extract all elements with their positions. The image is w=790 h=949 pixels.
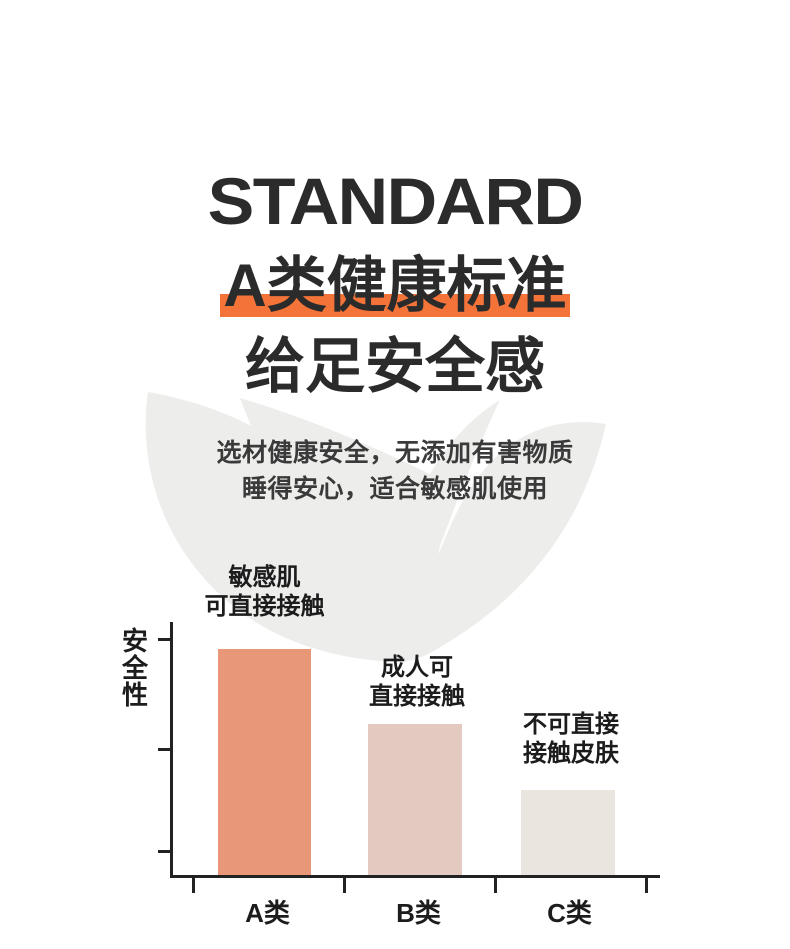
- brand-title: STANDARD: [207, 164, 584, 238]
- headline-line-2: 给足安全感: [245, 333, 545, 400]
- y-axis-label-char-0: 安: [121, 626, 148, 656]
- y-axis-line: [170, 622, 173, 878]
- x-axis-line: [170, 875, 660, 878]
- headline-line-1-wrap: A类健康标准: [0, 252, 790, 319]
- bar-b-annotation-line-2: 直接接触: [369, 683, 465, 711]
- x-axis-tick-0: [192, 877, 195, 893]
- bar-a-annotation-line-1: 敏感肌: [228, 564, 301, 591]
- subtitle-line-2: 睡得安心，适合敏感肌使用: [241, 474, 548, 503]
- y-axis-tick-2: [158, 850, 171, 853]
- bar-a-annotation-line-2: 可直接接触: [204, 593, 325, 621]
- x-axis-tick-1: [343, 877, 346, 893]
- category-label-a: A类: [245, 898, 290, 928]
- bar-c-annotation-line-1: 不可直接: [523, 711, 619, 738]
- y-axis-label-char-2: 性: [121, 680, 148, 711]
- y-axis-tick-0: [158, 638, 171, 641]
- bar-b-annotation-line-1: 成人可: [381, 654, 453, 681]
- x-axis-tick-2: [494, 877, 497, 893]
- bar-c-annotation-line-2: 接触皮肤: [523, 740, 619, 768]
- y-axis-label-char-1: 全: [121, 653, 148, 684]
- bar-a: [218, 649, 311, 875]
- headline-line-1-text: A类健康标准: [223, 252, 567, 319]
- bar-c-annotation: 不可直接 接触皮肤: [487, 710, 655, 769]
- y-axis-label: 安 全 性: [118, 626, 152, 711]
- bar-b-annotation: 成人可 直接接触: [333, 653, 501, 712]
- category-label-c: C类: [547, 898, 592, 928]
- category-label-b: B类: [396, 898, 441, 928]
- y-axis-tick-1: [158, 748, 171, 751]
- headline-line-1: A类健康标准: [220, 252, 570, 319]
- x-axis-tick-3: [645, 877, 648, 893]
- subtitle-line-1: 选材健康安全，无添加有害物质: [216, 439, 574, 467]
- bar-a-annotation: 敏感肌 可直接接触: [182, 563, 347, 622]
- subtitle: 选材健康安全，无添加有害物质 睡得安心，适合敏感肌使用: [0, 436, 790, 507]
- bar-b: [368, 724, 462, 875]
- bar-c: [521, 790, 615, 875]
